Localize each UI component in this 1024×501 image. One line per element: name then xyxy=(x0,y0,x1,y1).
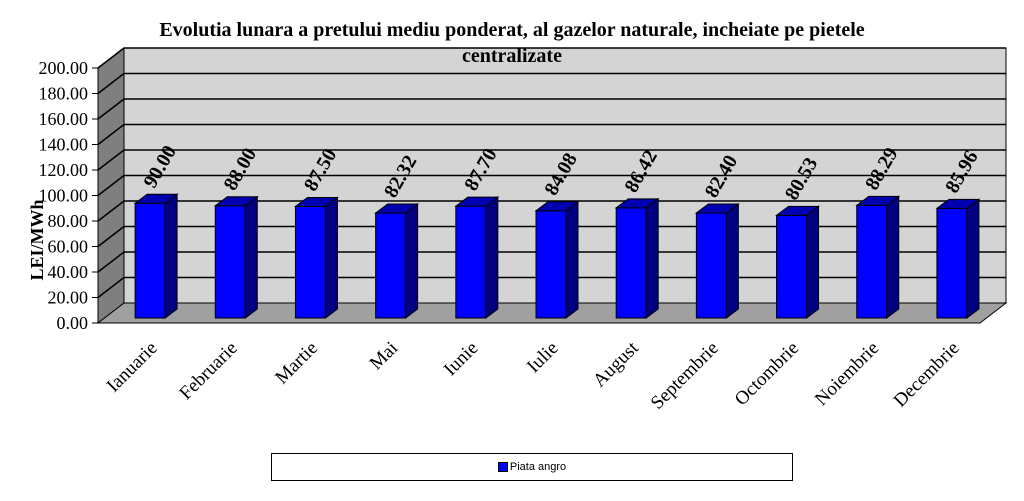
chart-title-line2: centralizate xyxy=(462,45,562,67)
y-tick-label: 180.00 xyxy=(39,84,89,104)
category-label: Noiembrie xyxy=(811,338,883,410)
y-tick-label: 80.00 xyxy=(48,211,89,231)
y-axis-ticks: 0.00 20.00 40.00 60.00 80.00 100.00 120.00 140.… xyxy=(39,58,980,333)
category-label: Septembrie xyxy=(647,338,723,414)
bar-top xyxy=(614,198,660,209)
category-label: Iulie xyxy=(523,338,562,377)
gridline-side xyxy=(97,47,125,69)
bar-2 xyxy=(213,195,259,319)
bar-top xyxy=(694,203,740,214)
category-label: August xyxy=(589,337,643,391)
y-tick-label: 40.00 xyxy=(48,262,89,282)
gridline-side xyxy=(97,276,125,299)
y-tick-label: 160.00 xyxy=(39,109,89,129)
category-label: Octombrie xyxy=(731,338,803,410)
bar-7 xyxy=(614,197,660,319)
bar-1 xyxy=(133,193,179,319)
y-tick-label: 140.00 xyxy=(39,135,89,155)
bar-side xyxy=(324,196,338,319)
bar-top xyxy=(775,205,821,216)
bar-10 xyxy=(855,195,901,319)
y-axis-label: LEI/MWh xyxy=(27,199,47,280)
category-labels: Ianuarie Februarie Martie Mai Iunie Iulie Augu… xyxy=(103,337,964,414)
gridline-side xyxy=(97,200,125,222)
y-tick-label: 200.00 xyxy=(39,58,89,78)
y-tick-label: 100.00 xyxy=(39,186,89,206)
bar-side xyxy=(164,193,178,319)
chart-title: Evolutia lunara a pretului mediu pondera… xyxy=(159,19,864,41)
bar-side xyxy=(405,203,419,319)
legend: Piata angro xyxy=(271,453,793,481)
gridline-side xyxy=(97,251,125,273)
y-tick-label: 0.00 xyxy=(57,313,89,333)
bar-9 xyxy=(775,205,821,319)
bar-front xyxy=(856,204,888,319)
bars xyxy=(133,193,981,319)
bar-side xyxy=(565,200,579,319)
bar-8 xyxy=(694,202,740,319)
gridline-side xyxy=(97,225,125,248)
y-tick-label: 60.00 xyxy=(48,237,89,257)
bar-front xyxy=(535,210,567,319)
bar-side xyxy=(725,202,739,319)
bar-front xyxy=(375,212,407,319)
bar-side xyxy=(806,205,820,319)
bar-top xyxy=(855,195,901,206)
category-label: Iunie xyxy=(440,338,482,380)
bar-front xyxy=(214,205,246,319)
bar-top xyxy=(374,203,420,214)
bar-11 xyxy=(935,198,981,319)
bar-5 xyxy=(454,196,500,319)
bar-front xyxy=(936,207,968,319)
bar-3 xyxy=(293,196,339,319)
bar-front xyxy=(615,207,647,319)
category-label: Mai xyxy=(366,338,402,374)
bar-side xyxy=(244,195,258,319)
gridline-side xyxy=(97,149,125,171)
y-tick-label: 20.00 xyxy=(48,288,89,308)
bar-top xyxy=(935,198,981,209)
bar-side xyxy=(645,197,659,319)
bar-top xyxy=(454,196,500,207)
category-label: Martie xyxy=(271,338,322,389)
gridline-side xyxy=(97,98,125,120)
bar-top xyxy=(213,196,259,207)
bar-6 xyxy=(534,200,580,319)
bar-top xyxy=(293,196,339,207)
bar-front xyxy=(776,214,808,319)
gridline-side xyxy=(97,174,125,197)
bar-side xyxy=(966,198,980,319)
bar-top xyxy=(133,193,179,204)
bar-4 xyxy=(374,203,420,319)
bar-top xyxy=(534,201,580,212)
legend-label: Piata angro xyxy=(509,461,567,473)
gridline-side xyxy=(97,72,125,95)
category-label: Decembrie xyxy=(890,338,964,412)
category-label: Ianuarie xyxy=(103,338,162,397)
bar-side xyxy=(886,195,900,319)
bar-front xyxy=(134,202,166,319)
bar-side xyxy=(485,196,499,319)
bar-front xyxy=(294,205,326,319)
category-label: Februarie xyxy=(175,338,241,404)
legend-swatch xyxy=(497,462,508,472)
y-tick-label: 120.00 xyxy=(39,160,89,180)
bar-front xyxy=(455,205,487,319)
gridline-side xyxy=(97,123,125,146)
bar-front xyxy=(695,212,727,319)
